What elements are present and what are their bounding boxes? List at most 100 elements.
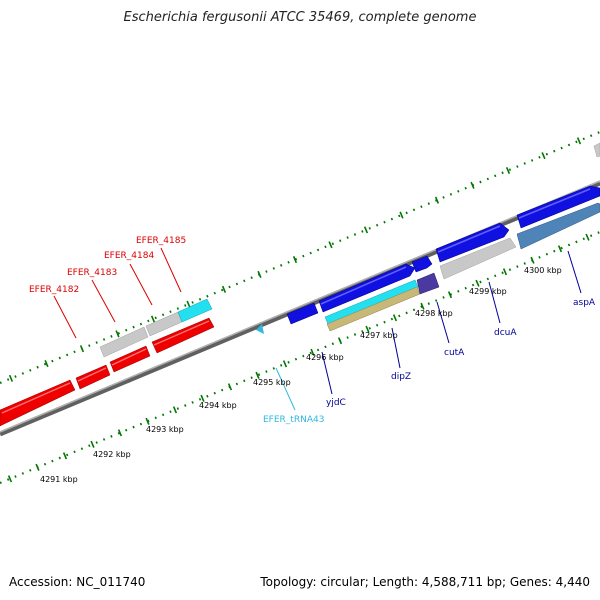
ruler-major-tick xyxy=(221,285,227,293)
gene-label-efer-4183: EFER_4183 xyxy=(67,268,117,278)
scale-label: 4300 kbp xyxy=(524,266,562,275)
leader-efer-4184 xyxy=(129,263,153,306)
ruler-major-tick xyxy=(310,348,315,356)
gene-label-efer-4185: EFER_4185 xyxy=(136,236,186,246)
outer-dotted-ruler xyxy=(0,130,600,385)
ruler-major-tick xyxy=(328,241,333,249)
leader-yjdC xyxy=(321,351,333,395)
cds-dcuA xyxy=(435,222,510,263)
cds-dipZ xyxy=(318,263,416,313)
cds-efer-4185 xyxy=(151,317,215,354)
ruler-major-tick xyxy=(117,429,123,437)
scale-label: 4299 kbp xyxy=(469,287,507,296)
ruler-major-tick xyxy=(530,256,535,264)
ruler-major-tick xyxy=(257,270,262,278)
scale-label: 4293 kbp xyxy=(146,425,184,434)
gene-label-efer-4182: EFER_4182 xyxy=(29,285,79,295)
ruler-major-tick xyxy=(200,394,205,402)
scale-label: 4294 kbp xyxy=(199,401,237,410)
cds-efer-4183 xyxy=(75,364,111,390)
ruler-major-tick xyxy=(292,256,298,264)
scale-label: 4297 kbp xyxy=(360,331,398,340)
cds-efer-4184-shine xyxy=(111,348,147,366)
ruler-major-tick xyxy=(470,181,475,189)
cds-efer-4183-shine xyxy=(77,367,107,382)
outer-ruler-dots xyxy=(0,130,600,385)
cds-efer-4185-shine xyxy=(153,320,210,346)
ruler-major-tick xyxy=(186,300,191,308)
ruler-major-tick xyxy=(447,291,453,299)
inner-dotted-ruler xyxy=(0,230,600,485)
ruler-major-tick xyxy=(115,330,120,338)
secondary-gene-group xyxy=(324,142,600,332)
ruler-major-tick xyxy=(227,383,233,391)
label-leader-lines xyxy=(53,247,582,411)
scale-labels: 4291 kbp 4292 kbp 4293 kbp 4294 kbp 4295… xyxy=(40,266,562,484)
gene-label-aspA: aspA xyxy=(573,298,596,308)
scale-label: 4292 kbp xyxy=(93,450,131,459)
ruler-major-tick xyxy=(8,374,14,382)
leader-efer-4182 xyxy=(53,295,77,339)
cds-aspA xyxy=(516,185,600,229)
cds-efer-4182 xyxy=(0,379,76,427)
ruler-major-tick xyxy=(145,417,150,425)
red-cds-group xyxy=(0,317,215,427)
leader-aspA xyxy=(567,250,582,294)
gene-efer-4185-cyan xyxy=(177,298,213,323)
gene-aspA-steel xyxy=(516,202,600,250)
cds-dipZ-shine xyxy=(320,266,407,305)
gene-labels: EFER_4182 EFER_4183 EFER_4184 EFER_4185 … xyxy=(29,236,596,425)
genome-summary-text: Topology: circular; Length: 4,588,711 bp… xyxy=(260,575,590,589)
ruler-major-tick xyxy=(434,196,440,204)
gene-label-efer-trna43: EFER_tRNA43 xyxy=(263,415,324,425)
outer-major-ticks xyxy=(8,137,582,382)
leader-cutA xyxy=(436,301,450,344)
leader-dcuA xyxy=(488,281,501,324)
ruler-major-tick xyxy=(420,302,425,310)
ruler-major-tick xyxy=(363,226,369,234)
genome-backbone xyxy=(0,180,600,437)
cds-dcuA-shine xyxy=(437,225,501,253)
scale-label: 4291 kbp xyxy=(40,475,78,484)
blue-cds-group xyxy=(286,185,600,325)
ruler-major-tick xyxy=(585,233,590,241)
ruler-major-tick xyxy=(150,315,156,323)
ruler-major-tick xyxy=(541,152,546,160)
ruler-major-tick xyxy=(282,360,288,368)
ruler-major-tick xyxy=(502,268,508,276)
gene-label-cutA: cutA xyxy=(444,348,465,358)
ruler-major-tick xyxy=(475,279,480,287)
gene-cutA-purple xyxy=(416,272,440,295)
ruler-major-tick xyxy=(337,337,343,345)
inner-major-ticks xyxy=(7,233,590,483)
ruler-major-tick xyxy=(44,360,49,368)
gene-label-yjdC: yjdC xyxy=(326,398,346,408)
ruler-major-tick xyxy=(7,475,13,483)
scale-label: 4296 kbp xyxy=(306,353,344,362)
gene-dcuA-gray xyxy=(439,237,517,280)
ruler-major-tick xyxy=(505,166,511,175)
ruler-major-tick xyxy=(557,245,563,253)
gene-label-dipZ: dipZ xyxy=(391,372,411,382)
scale-label: 4295 kbp xyxy=(253,378,291,387)
accession-text: Accession: NC_011740 xyxy=(9,575,146,589)
ruler-major-tick xyxy=(172,406,178,414)
ruler-major-tick xyxy=(35,463,40,471)
gene-efer-4183-gray xyxy=(99,326,149,358)
cds-efer-4182-shine xyxy=(1,382,71,414)
leader-efer-4183 xyxy=(91,279,116,323)
ruler-major-tick xyxy=(399,211,404,219)
ruler-major-tick xyxy=(62,452,68,460)
backbone-highlight xyxy=(0,180,600,433)
ruler-major-tick xyxy=(255,371,260,379)
ruler-major-tick xyxy=(79,345,85,353)
leader-dipZ xyxy=(391,327,401,369)
map-title: Escherichia fergusonii ATCC 35469, compl… xyxy=(123,10,477,25)
gene-label-dcuA: dcuA xyxy=(494,328,517,338)
gene-label-efer-4184: EFER_4184 xyxy=(104,251,154,261)
cds-aspA-shine xyxy=(518,188,591,219)
gray-gene-group-left xyxy=(99,298,213,358)
scale-label: 4298 kbp xyxy=(415,309,453,318)
